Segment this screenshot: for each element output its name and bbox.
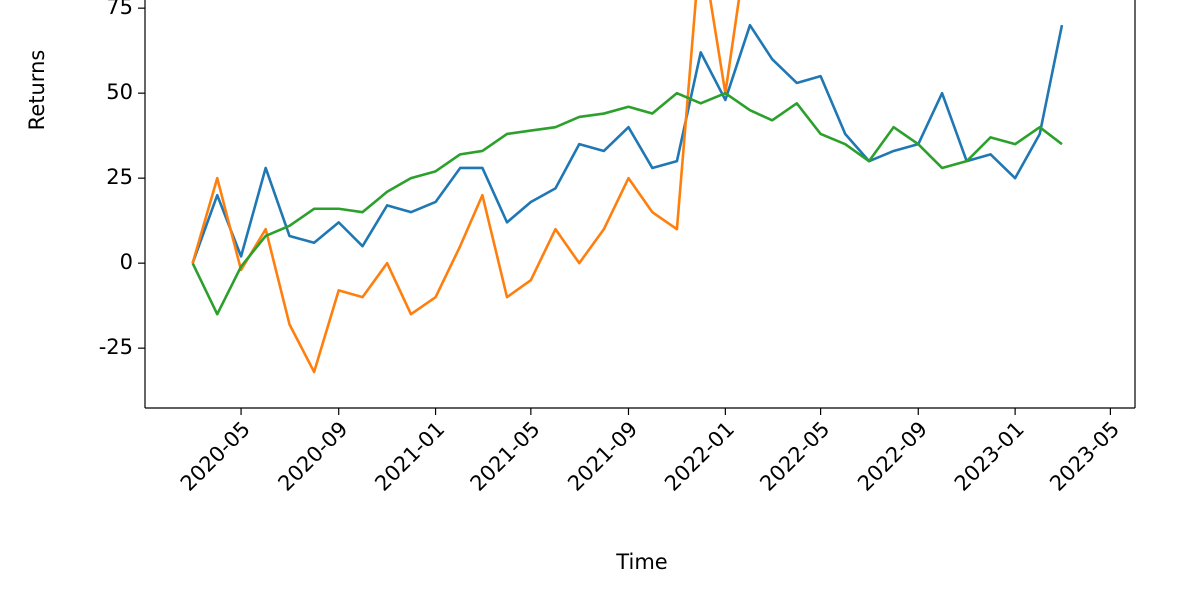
- x-tick-label: 2020-09: [273, 417, 352, 496]
- x-tick-label: 2023-05: [1045, 417, 1124, 496]
- y-axis-label: Returns: [25, 50, 49, 131]
- x-tick-label: 2022-09: [853, 417, 932, 496]
- series-line: [191, 91, 1063, 316]
- series-line: [191, 0, 741, 374]
- x-axis-label: Time: [615, 550, 667, 574]
- y-tick-label: 0: [120, 250, 133, 274]
- x-tick-label: 2022-05: [755, 417, 834, 496]
- x-tick-label: 2021-09: [563, 417, 642, 496]
- y-tick-label: 25: [106, 165, 133, 189]
- x-tick-label: 2021-05: [466, 417, 545, 496]
- x-tick-label: 2023-01: [950, 417, 1029, 496]
- y-tick-label: -25: [99, 335, 133, 359]
- plot-area: [191, 0, 1064, 374]
- series-line: [191, 23, 1064, 264]
- x-tick-label: 2020-05: [176, 417, 255, 496]
- y-tick-label: 75: [106, 0, 133, 19]
- y-tick-label: 50: [106, 80, 133, 104]
- x-tick-label: 2021-01: [370, 417, 449, 496]
- x-tick-label: 2022-01: [660, 417, 739, 496]
